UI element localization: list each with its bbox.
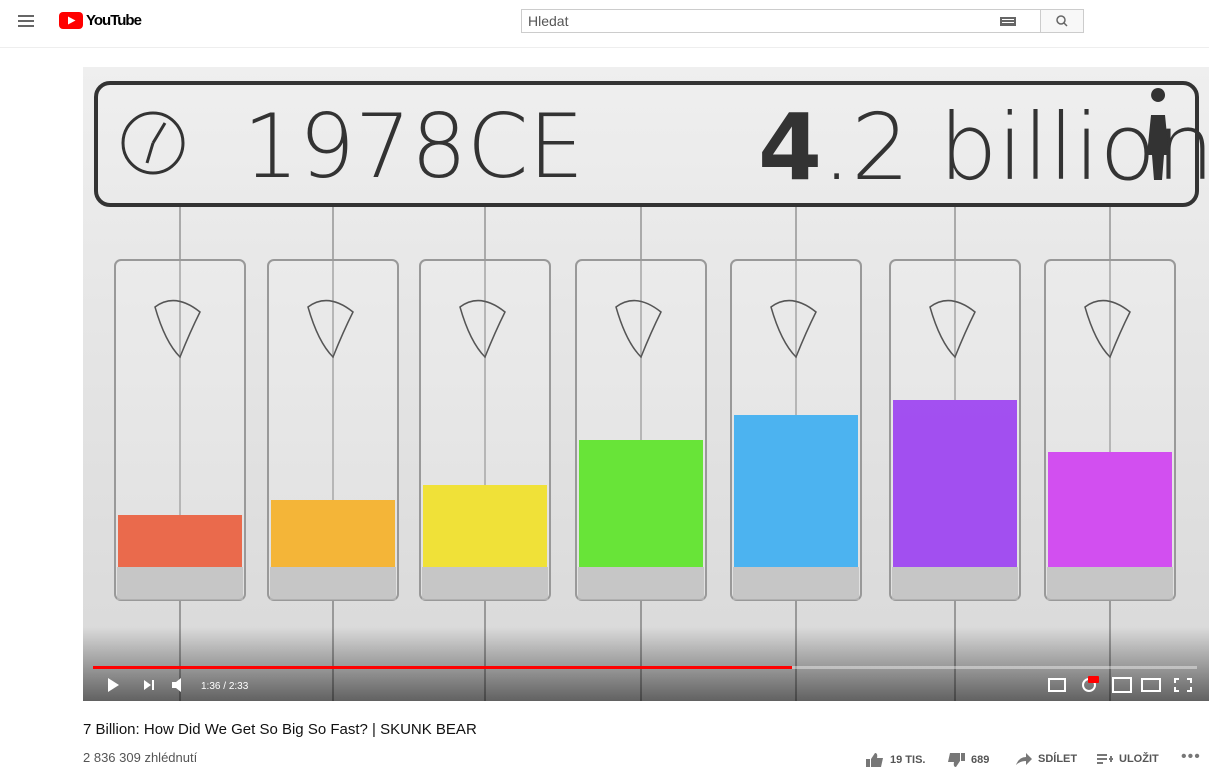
time-separator: / [223,681,226,692]
glass [420,260,550,600]
glass [890,260,1020,600]
search-box[interactable]: Hledat [521,9,1041,33]
time-display: 1:36 / 2:33 [201,681,249,692]
header: YouTube Hledat [0,0,1209,48]
population-bold: 4 [758,94,822,201]
video-player[interactable]: 1978CE 4.2 billion 1:36 / 2:33 [83,67,1209,701]
like-count: 19 TIS. [890,754,925,766]
share-label: SDÍLET [1038,753,1077,765]
glass-base [422,567,548,600]
glass-base [578,567,704,600]
save-label: ULOŽIT [1119,753,1159,765]
video-title: 7 Billion: How Did We Get So Big So Fast… [83,721,477,738]
view-count: 2 836 309 zhlédnutí [83,750,197,765]
search-button[interactable] [1040,9,1084,33]
menu-button[interactable] [18,14,34,28]
glass [576,260,706,600]
share-button[interactable]: SDÍLET [1016,753,1077,765]
population-text: 4.2 billion [758,94,1209,201]
glass-base [117,567,243,600]
glass [1045,260,1175,600]
more-button[interactable]: ••• [1181,748,1201,766]
progress-bar[interactable] [93,666,792,669]
time-current: 1:36 [201,681,221,692]
page: YouTube Hledat 1978CE 4.2 billion 1:36 /… [0,0,1209,775]
save-button[interactable]: ULOŽIT [1097,753,1159,765]
glass-base [892,567,1018,600]
year-text: 1978CE [243,95,584,198]
glass-base [270,567,396,600]
glass-base [733,567,859,600]
like-button[interactable]: 19 TIS. [866,753,925,767]
glass [268,260,398,600]
logo[interactable]: YouTube [59,12,141,29]
glass-base [1047,567,1173,600]
glass [731,260,861,600]
time-total: 2:33 [229,681,249,692]
glass [115,260,245,600]
dislike-count: 689 [971,754,989,766]
dislike-button[interactable]: 689 [947,753,989,767]
keyboard-icon[interactable] [1000,17,1016,26]
logo-text: YouTube [86,12,141,29]
